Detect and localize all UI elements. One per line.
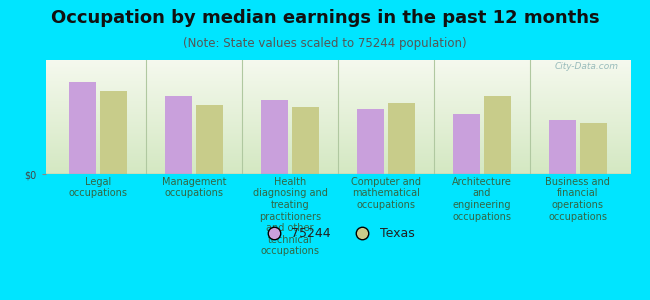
- Bar: [388, 103, 415, 174]
- Bar: [196, 104, 223, 174]
- Bar: [70, 82, 96, 174]
- Bar: [358, 109, 384, 174]
- Bar: [358, 109, 384, 174]
- Legend: 75244, Texas: 75244, Texas: [257, 222, 419, 245]
- Bar: [165, 96, 192, 174]
- Text: Occupation by median earnings in the past 12 months: Occupation by median earnings in the pas…: [51, 9, 599, 27]
- Bar: [484, 96, 511, 174]
- Bar: [549, 120, 576, 174]
- Bar: [453, 114, 480, 174]
- Bar: [580, 123, 606, 174]
- Bar: [261, 100, 288, 174]
- Bar: [484, 96, 511, 174]
- Bar: [388, 103, 415, 174]
- Bar: [165, 96, 192, 174]
- Bar: [549, 120, 576, 174]
- Bar: [100, 92, 127, 174]
- Bar: [261, 100, 288, 174]
- Text: (Note: State values scaled to 75244 population): (Note: State values scaled to 75244 popu…: [183, 38, 467, 50]
- Bar: [70, 82, 96, 174]
- Bar: [292, 107, 318, 174]
- Bar: [100, 92, 127, 174]
- Text: City-Data.com: City-Data.com: [555, 62, 619, 71]
- Bar: [580, 123, 606, 174]
- Bar: [292, 107, 318, 174]
- Bar: [453, 114, 480, 174]
- Bar: [196, 104, 223, 174]
